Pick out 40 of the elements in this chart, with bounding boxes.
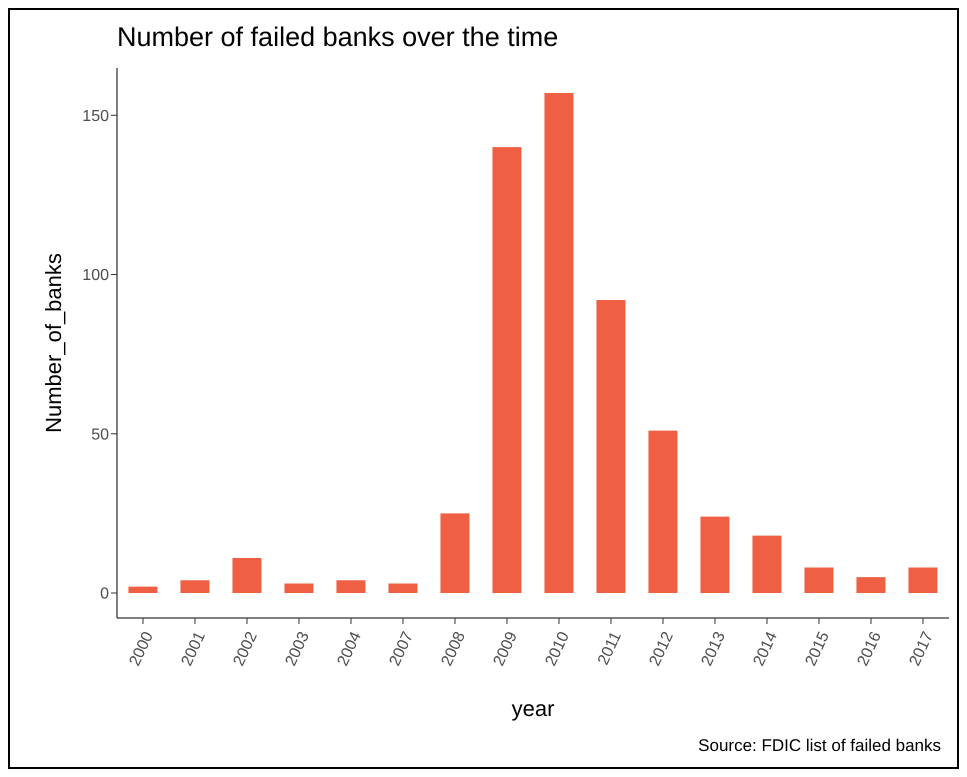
chart-title: Number of failed banks over the time xyxy=(117,22,558,53)
x-tick-label: 2007 xyxy=(386,629,417,669)
x-tick-label: 2016 xyxy=(854,629,885,669)
x-axis-title: year xyxy=(510,696,556,722)
bar xyxy=(596,300,626,593)
y-tick-label: 50 xyxy=(91,426,110,444)
bar xyxy=(128,586,158,593)
x-tick-label: 2017 xyxy=(906,629,937,669)
x-tick-label: 2009 xyxy=(490,629,521,669)
x-tick-label: 2013 xyxy=(698,629,729,669)
bar xyxy=(180,580,210,593)
bar xyxy=(284,583,314,593)
x-tick-label: 2014 xyxy=(750,629,781,669)
source-note: Source: FDIC list of failed banks xyxy=(698,736,941,756)
x-tick-label: 2002 xyxy=(230,629,261,669)
bar xyxy=(492,147,522,593)
bar xyxy=(440,513,470,593)
bar xyxy=(388,583,418,593)
bar xyxy=(752,536,782,593)
bar xyxy=(232,558,262,593)
bar xyxy=(336,580,366,593)
x-tick-label: 2001 xyxy=(178,629,209,669)
x-tick-label: 2000 xyxy=(126,629,157,669)
bar xyxy=(856,577,886,593)
y-tick-label: 100 xyxy=(82,267,110,284)
x-tick-label: 2003 xyxy=(282,629,313,669)
bar xyxy=(804,568,834,593)
bar xyxy=(648,430,678,593)
x-tick-label: 2010 xyxy=(542,629,573,669)
y-axis-title: Number_of_banks xyxy=(40,253,66,433)
bar xyxy=(544,93,574,593)
x-tick-label: 2008 xyxy=(438,629,469,669)
x-tick-label: 2015 xyxy=(802,629,833,669)
y-tick-label: 0 xyxy=(100,586,110,603)
x-tick-label: 2004 xyxy=(334,629,365,669)
x-tick-label: 2012 xyxy=(646,629,677,669)
bar xyxy=(700,516,730,593)
bar xyxy=(908,568,938,593)
x-tick-label: 2011 xyxy=(594,629,625,668)
y-tick-label: 150 xyxy=(82,108,110,125)
